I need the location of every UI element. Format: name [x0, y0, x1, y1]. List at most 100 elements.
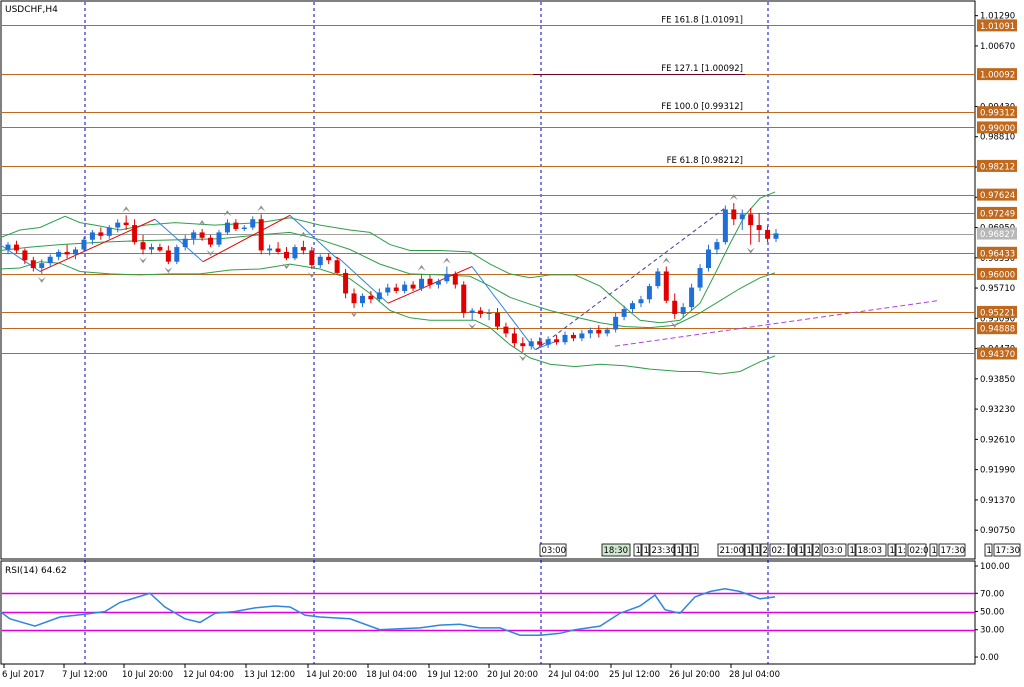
candle-body [739, 214, 745, 220]
time-box [855, 543, 887, 557]
candle-body [511, 333, 517, 344]
candle-body [224, 222, 230, 233]
time-box [796, 543, 805, 557]
price-tick-label: 0.93230 [980, 405, 1015, 415]
candle-body [663, 271, 669, 301]
candle-body [528, 341, 534, 347]
level-price-tags: 1.01091 1.00092 0.99312 0.99000 0.98212 0.976… [977, 19, 1017, 360]
candle-body [689, 287, 695, 308]
candle-body [672, 300, 678, 314]
fractal-up-icon [198, 219, 207, 226]
price-tick-label: 0.95090 [980, 314, 1015, 324]
candle-body [98, 232, 104, 236]
candle-body [697, 268, 703, 288]
fractal-up-icon [442, 257, 451, 264]
level-tag-label: 0.96433 [980, 249, 1015, 259]
candle-body [73, 249, 79, 255]
level-tag-box [977, 305, 1017, 318]
candle-body [292, 247, 298, 259]
zigzag-segment [154, 218, 204, 263]
fractal-markers [37, 194, 755, 362]
candle-body [638, 299, 644, 304]
candle-body [705, 249, 711, 269]
candle-body [410, 284, 416, 289]
time-box [601, 543, 631, 557]
fractal-down-icon [350, 311, 359, 318]
time-box-label: 1 [850, 546, 855, 556]
fibonacci-expansion-labels: FE 161.8 [1.01091] FE 127.1 [1.00092] FE 1… [661, 15, 743, 166]
candle-body [81, 239, 87, 250]
candle-body [621, 309, 627, 317]
candle-body [494, 312, 500, 327]
time-box [649, 543, 675, 557]
candle-body [570, 334, 576, 339]
time-tick-label: 28 Jul 04:00 [729, 670, 780, 680]
time-tick-label: 25 Jul 12:00 [609, 670, 660, 680]
price-tick-label: 0.91990 [980, 466, 1015, 476]
time-box-label: 23:30 [652, 546, 677, 556]
fractal-up-icon [122, 206, 131, 213]
candle-body [148, 247, 154, 250]
price-tick-label: 0.98810 [980, 133, 1015, 143]
candle-body [545, 339, 551, 345]
time-box-label: 17:30 [941, 546, 966, 556]
time-tick-label: 7 Jul 12:00 [62, 670, 108, 680]
time-box-label: 1 [755, 546, 760, 556]
fractal-up-icon [662, 257, 671, 264]
fractal-down-icon [307, 272, 316, 279]
time-box-label: 1 [636, 546, 641, 556]
time-box [847, 543, 856, 557]
time-box-label: 03:00 [542, 546, 567, 556]
candle-body [123, 222, 129, 226]
fractal-up-icon [299, 231, 308, 238]
candle-body [317, 256, 323, 266]
time-box-label: 02:0 [910, 546, 929, 556]
candle-body [435, 281, 441, 285]
time-box [744, 543, 753, 557]
symbol-label: USDCHF,H4 [5, 5, 58, 15]
fib-level-label: FE 161.8 [1.01091] [661, 15, 743, 25]
candle-body [89, 232, 95, 240]
time-box [539, 543, 567, 557]
time-box-label: 02: [772, 546, 786, 556]
candle-body [714, 242, 720, 250]
time-tick-label: 26 Jul 20:00 [669, 670, 720, 680]
candle-body [30, 260, 36, 269]
candle-body [326, 256, 332, 261]
candle-body [258, 219, 264, 251]
candle-body [756, 225, 762, 230]
time-box-label: 18:30 [604, 546, 629, 556]
candle-body [351, 293, 357, 304]
level-tag-box [977, 267, 1017, 280]
candle-body [13, 244, 19, 251]
candle-body [275, 248, 281, 252]
candle-body [537, 341, 543, 345]
candle-body [56, 251, 62, 257]
time-box [929, 543, 938, 557]
time-box-label: 0 [791, 546, 796, 556]
fractal-up-icon [729, 194, 738, 201]
price-tick-label: 0.92610 [980, 435, 1015, 445]
candle-body [359, 295, 365, 304]
candle-body [250, 219, 256, 228]
candlesticks [5, 203, 779, 353]
candle-body [731, 209, 737, 220]
level-tag-label: 0.94888 [980, 325, 1015, 335]
time-tick-label: 13 Jul 12:00 [244, 670, 295, 680]
fractal-down-icon [282, 263, 291, 270]
price-tick-label: 0.91370 [980, 496, 1015, 506]
price-tick-label: 0.95710 [980, 284, 1015, 294]
time-box [804, 543, 813, 557]
price-tick-label: 1.00670 [980, 42, 1015, 52]
rsi-tick-label: 30.00 [980, 626, 1004, 636]
time-box [938, 543, 966, 557]
level-tag-box [977, 159, 1017, 172]
time-tick-label: 20 Jul 20:00 [487, 670, 538, 680]
candle-body [64, 251, 70, 255]
candle-body [309, 250, 315, 266]
candle-body [115, 222, 121, 228]
time-box-label: 1 [685, 546, 690, 556]
candle-body [300, 247, 306, 251]
